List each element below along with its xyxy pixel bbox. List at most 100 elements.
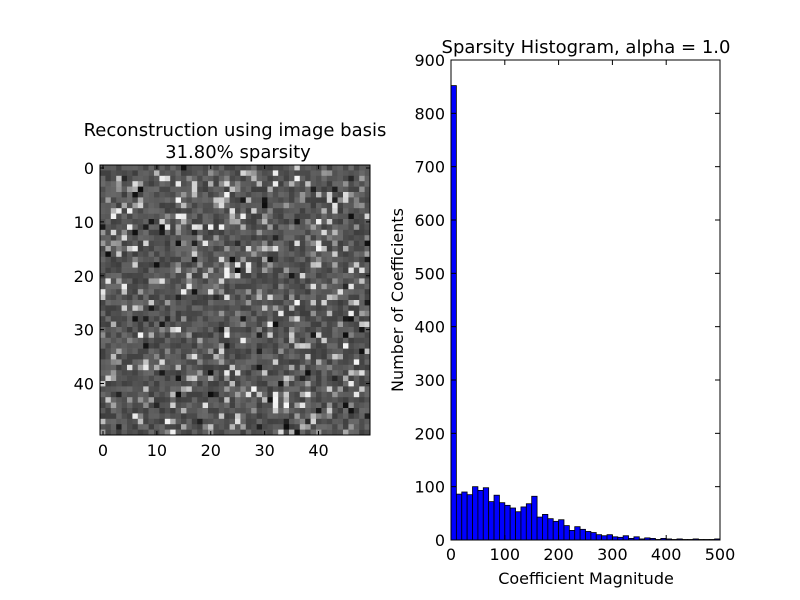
heatmap-cell <box>213 224 220 231</box>
heatmap-cell <box>321 165 328 171</box>
heatmap-cell <box>278 375 284 382</box>
heatmap-cell <box>132 375 139 382</box>
heatmap-cell <box>121 359 128 366</box>
heatmap-cell <box>359 181 365 187</box>
heatmap-cell <box>235 310 241 317</box>
heatmap-cell <box>137 256 144 263</box>
heatmap-cell <box>240 310 247 317</box>
heatmap-cell <box>283 429 290 436</box>
heatmap-cell <box>224 202 230 209</box>
heatmap-cell <box>326 294 333 301</box>
heatmap-cell <box>337 402 344 409</box>
heatmap-cell <box>326 337 333 344</box>
heatmap-cell <box>224 262 230 268</box>
heatmap-cell <box>283 402 290 409</box>
heatmap-cell <box>326 418 333 425</box>
heatmap-cell <box>305 327 311 333</box>
heatmap-cell <box>294 262 301 268</box>
heatmap-cell <box>186 170 193 177</box>
heatmap-cell <box>305 424 311 430</box>
heatmap-cell <box>105 246 112 252</box>
heatmap-cell <box>240 397 247 403</box>
heatmap-cell <box>186 348 193 355</box>
heatmap-cell <box>283 332 290 339</box>
heatmap-cell <box>213 316 220 322</box>
heatmap-cell <box>321 283 328 290</box>
histogram-y-tick-label: 800 <box>414 104 445 123</box>
heatmap-cell <box>105 235 112 241</box>
heatmap-cell <box>272 429 279 436</box>
heatmap-cell <box>224 364 230 371</box>
heatmap-cell <box>170 402 176 409</box>
heatmap-cell <box>364 283 371 290</box>
heatmap-cell <box>197 289 203 295</box>
heatmap-cell <box>348 181 355 187</box>
heatmap-cell <box>283 235 290 241</box>
heatmap-cell <box>191 381 198 387</box>
heatmap-cell <box>127 348 133 355</box>
heatmap-cell <box>332 219 338 225</box>
heatmap-cell <box>132 429 139 436</box>
heatmap-cell <box>359 354 365 360</box>
heatmap-cell <box>364 213 371 220</box>
heatmap-cell <box>191 413 198 420</box>
heatmap-cell <box>299 305 306 312</box>
heatmap-cell <box>245 327 252 333</box>
heatmap-cell <box>121 273 128 279</box>
heatmap-cell <box>267 321 274 328</box>
heatmap-cell <box>359 386 365 393</box>
heatmap-cell <box>148 246 155 252</box>
heatmap-cell <box>240 235 247 241</box>
heatmap-cell <box>100 267 106 274</box>
heatmap-cell <box>332 181 338 187</box>
heatmap-cell <box>213 321 220 328</box>
heatmap-cell <box>316 364 322 371</box>
heatmap-cell <box>154 186 160 193</box>
heatmap-cell <box>116 429 122 436</box>
heatmap-cell <box>294 224 301 231</box>
histogram-bar <box>585 531 592 541</box>
heatmap-cell <box>148 408 155 414</box>
heatmap-cell <box>191 429 198 436</box>
heatmap-cell <box>256 391 263 398</box>
heatmap-cell <box>283 273 290 279</box>
heatmap-cell <box>105 418 112 425</box>
histogram-bar <box>482 487 490 541</box>
heatmap-cell <box>218 192 225 198</box>
heatmap-cell <box>148 354 155 360</box>
heatmap-cell <box>299 370 306 376</box>
heatmap-cell <box>224 429 230 436</box>
heatmap-cell <box>197 391 203 398</box>
heatmap-cell <box>353 413 360 420</box>
heatmap-cell <box>208 202 214 209</box>
heatmap-cell <box>240 348 247 355</box>
heatmap-cell <box>181 348 187 355</box>
heatmap-cell <box>283 364 290 371</box>
heatmap-cell <box>186 337 193 344</box>
heatmap-cell <box>262 240 268 247</box>
heatmap-cell <box>235 305 241 312</box>
heatmap-cell <box>272 332 279 339</box>
heatmap-cell <box>148 413 155 420</box>
heatmap-cell <box>294 386 301 393</box>
heatmap-cell <box>208 278 214 285</box>
heatmap-cell <box>197 316 203 322</box>
heatmap-cell <box>181 391 187 398</box>
heatmap-cell <box>202 332 209 339</box>
heatmap-cell <box>359 381 365 387</box>
heatmap-cell <box>245 181 252 187</box>
heatmap-cell <box>164 273 171 279</box>
heatmap-cell <box>240 208 247 214</box>
heatmap-cell <box>181 181 187 187</box>
heatmap-cell <box>310 413 317 420</box>
heatmap-cell <box>364 256 371 263</box>
heatmap-cell <box>229 289 236 295</box>
heatmap-cell <box>127 186 133 193</box>
heatmap-cell <box>364 359 371 366</box>
heatmap-cell <box>213 364 220 371</box>
heatmap-cell <box>105 364 112 371</box>
heatmap-cell <box>181 300 187 306</box>
heatmap-cell <box>337 343 344 349</box>
heatmap-cell <box>116 310 122 317</box>
heatmap-cell <box>278 181 284 187</box>
